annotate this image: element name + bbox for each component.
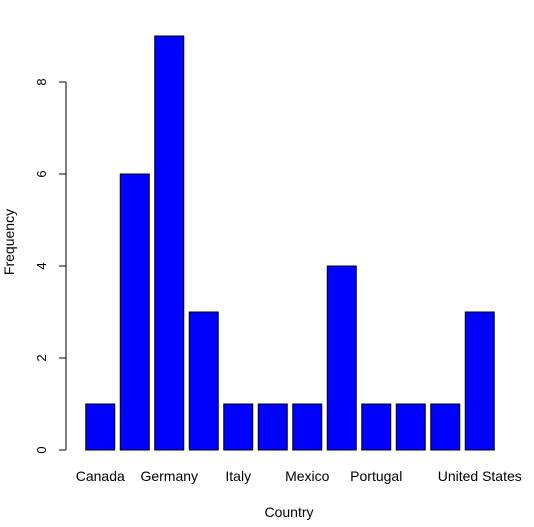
bar-7 <box>326 265 357 451</box>
bar-5 <box>257 403 288 451</box>
y-tick-label-8: 8 <box>34 78 49 85</box>
bar-1 <box>119 173 150 451</box>
x-tick-label-0: Canada <box>76 468 125 484</box>
bar-2 <box>154 35 185 451</box>
x-tick-label-6: Mexico <box>285 468 330 484</box>
x-axis-title: Country <box>264 504 313 520</box>
x-tick-label-4: Italy <box>225 468 251 484</box>
bar-8 <box>361 403 392 451</box>
x-tick-label-2: Germany <box>140 468 198 484</box>
bars-layer <box>85 35 495 451</box>
x-tick-label-8: Portugal <box>350 468 402 484</box>
y-tick-label-4: 4 <box>34 262 49 269</box>
bar-10 <box>430 403 461 451</box>
x-axis-tick-labels: Canada Germany Italy Mexico Portugal United S… <box>76 468 522 484</box>
x-tick-label-11: United States <box>438 468 522 484</box>
bar-0 <box>85 403 116 451</box>
bar-6 <box>292 403 323 451</box>
bar-4 <box>223 403 254 451</box>
y-tick-label-6: 6 <box>34 170 49 177</box>
y-axis-title: Frequency <box>1 209 17 275</box>
y-tick-label-0: 0 <box>34 446 49 453</box>
y-axis: 0 2 4 6 8 <box>34 78 67 454</box>
bar-9 <box>395 403 426 451</box>
y-tick-label-2: 2 <box>34 354 49 361</box>
bar-11 <box>464 311 495 451</box>
bar-3 <box>188 311 219 451</box>
